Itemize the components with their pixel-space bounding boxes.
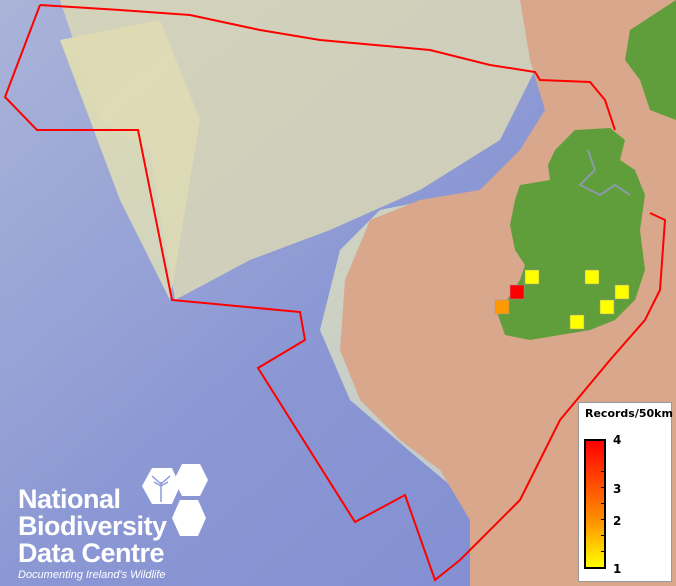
logo-hexagons-icon bbox=[142, 464, 208, 536]
irish-waters-boundary-top bbox=[39, 4, 616, 131]
legend-tick bbox=[601, 487, 606, 488]
legend-tick bbox=[601, 503, 606, 504]
nbdc-logo: National Biodiversity Data Centre Docume… bbox=[18, 484, 167, 582]
legend-tick bbox=[601, 535, 606, 536]
legend-label-3: 3 bbox=[613, 482, 622, 496]
legend-label-2: 2 bbox=[613, 514, 622, 528]
record-square[interactable] bbox=[524, 269, 540, 285]
logo-line-2: Biodiversity bbox=[18, 511, 167, 541]
logo-tagline: Documenting Ireland's Wildlife bbox=[18, 569, 166, 581]
record-square[interactable] bbox=[614, 284, 630, 300]
shelf-upper bbox=[60, 0, 540, 300]
scotland-land bbox=[625, 0, 676, 120]
legend-tick bbox=[601, 471, 606, 472]
record-square[interactable] bbox=[509, 284, 525, 300]
record-square[interactable] bbox=[584, 269, 600, 285]
irish-waters-boundary-north bbox=[3, 4, 667, 582]
legend-label-4: 4 bbox=[613, 433, 622, 447]
legend-tick bbox=[601, 519, 606, 520]
northern-ireland-border bbox=[578, 149, 631, 197]
record-square[interactable] bbox=[569, 314, 585, 330]
legend: Records/50km 4 3 2 1 bbox=[578, 402, 673, 582]
record-square[interactable] bbox=[599, 299, 615, 315]
legend-label-1: 1 bbox=[613, 562, 622, 576]
logo-line-3: Data Centre bbox=[18, 538, 165, 568]
logo-line-1: National bbox=[18, 484, 121, 514]
legend-title: Records/50km bbox=[585, 407, 673, 420]
legend-color-bar bbox=[584, 439, 606, 569]
record-square[interactable] bbox=[494, 299, 510, 315]
ireland-land bbox=[498, 128, 645, 340]
legend-tick bbox=[601, 551, 606, 552]
